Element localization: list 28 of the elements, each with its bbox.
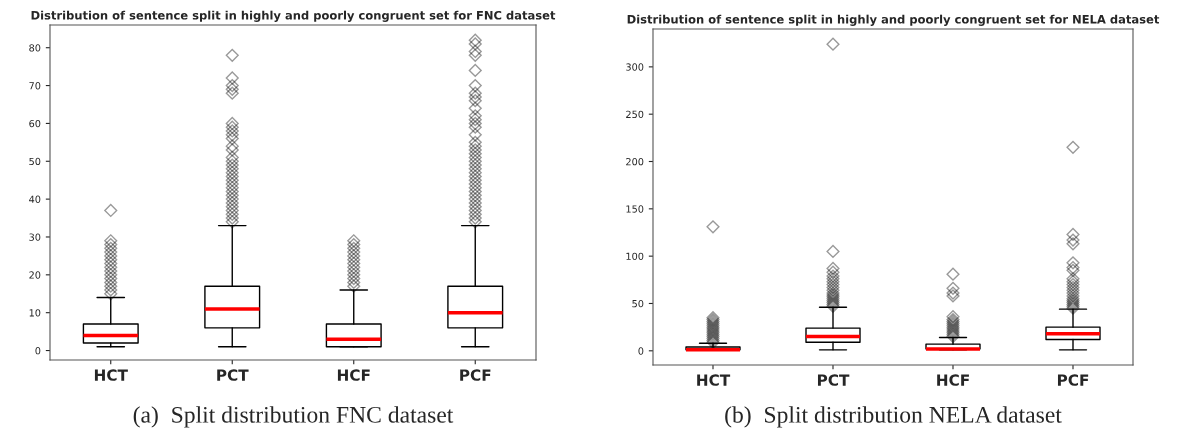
chart-title: Distribution of sentence split in highly and poorly congruent set for FNC dataset bbox=[31, 10, 556, 22]
y-tick-label: 50 bbox=[29, 157, 41, 166]
x-tick-label: PCT bbox=[217, 369, 249, 381]
x-tick-label: HCF bbox=[337, 369, 370, 381]
y-tick-label: 60 bbox=[29, 119, 41, 128]
y-tick-label: 80 bbox=[29, 44, 41, 52]
y-tick-label: 250 bbox=[626, 110, 644, 119]
x-tick-label: PCF bbox=[460, 369, 491, 381]
text: (b) Split distribution NELA dataset bbox=[725, 406, 1062, 428]
y-tick-label: 30 bbox=[29, 233, 41, 241]
x-tick-label: HCT bbox=[697, 374, 731, 386]
y-tick-label: 50 bbox=[632, 299, 644, 308]
chart-title: Distribution of sentence split in highly and poorly congruent set for NELA dataset bbox=[627, 14, 1160, 26]
y-tick-label: 20 bbox=[29, 271, 41, 279]
y-tick-label: 100 bbox=[626, 252, 644, 260]
x-tick-label: HCF bbox=[937, 374, 969, 386]
x-tick-label: HCT bbox=[94, 369, 128, 381]
x-tick-label: PCF bbox=[1057, 374, 1089, 386]
y-tick-label: 10 bbox=[29, 309, 41, 317]
y-tick-label: 200 bbox=[626, 157, 644, 166]
y-tick-label: 70 bbox=[29, 82, 41, 90]
y-tick-label: 40 bbox=[29, 195, 41, 203]
y-tick-label: 300 bbox=[626, 63, 644, 71]
text: (a) Split distribution FNC dataset bbox=[133, 406, 454, 428]
y-tick-label: 0 bbox=[638, 347, 644, 355]
y-tick-label: 0 bbox=[35, 347, 41, 355]
x-tick-label: PCT bbox=[817, 374, 850, 386]
y-tick-label: 150 bbox=[626, 205, 644, 213]
